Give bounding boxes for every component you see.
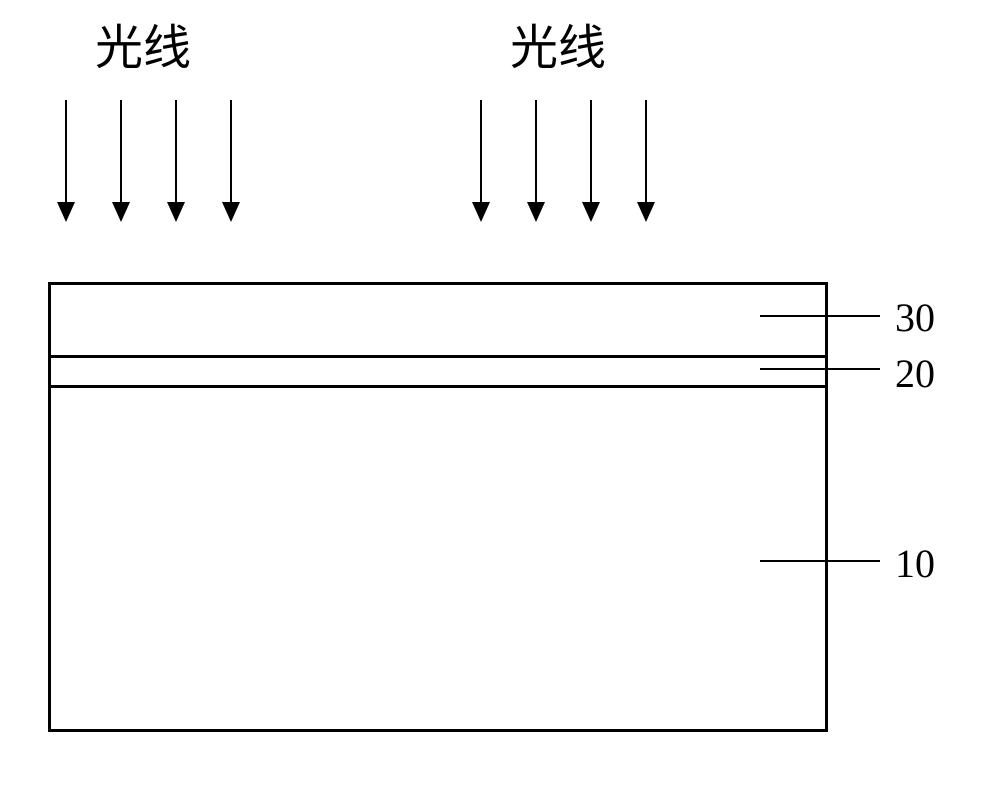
arrow-icon [590,100,592,220]
arrow-icon [65,100,67,220]
arrow-icon [230,100,232,220]
leader-line [760,315,880,317]
ref-label-10: 10 [895,540,935,587]
arrow-icon [645,100,647,220]
diagram-canvas: 光线 光线 30 20 10 [0,0,1000,787]
arrow-icon [120,100,122,220]
layer-divider [51,385,825,388]
arrow-icon [480,100,482,220]
arrow-icon [175,100,177,220]
leader-line [760,368,880,370]
ref-label-30: 30 [895,294,935,341]
light-label-left: 光线 [95,8,191,78]
layer-divider [51,355,825,358]
arrow-icon [535,100,537,220]
light-label-right: 光线 [510,8,606,78]
leader-line [760,560,880,562]
ref-label-20: 20 [895,350,935,397]
layer-stack [48,282,828,732]
